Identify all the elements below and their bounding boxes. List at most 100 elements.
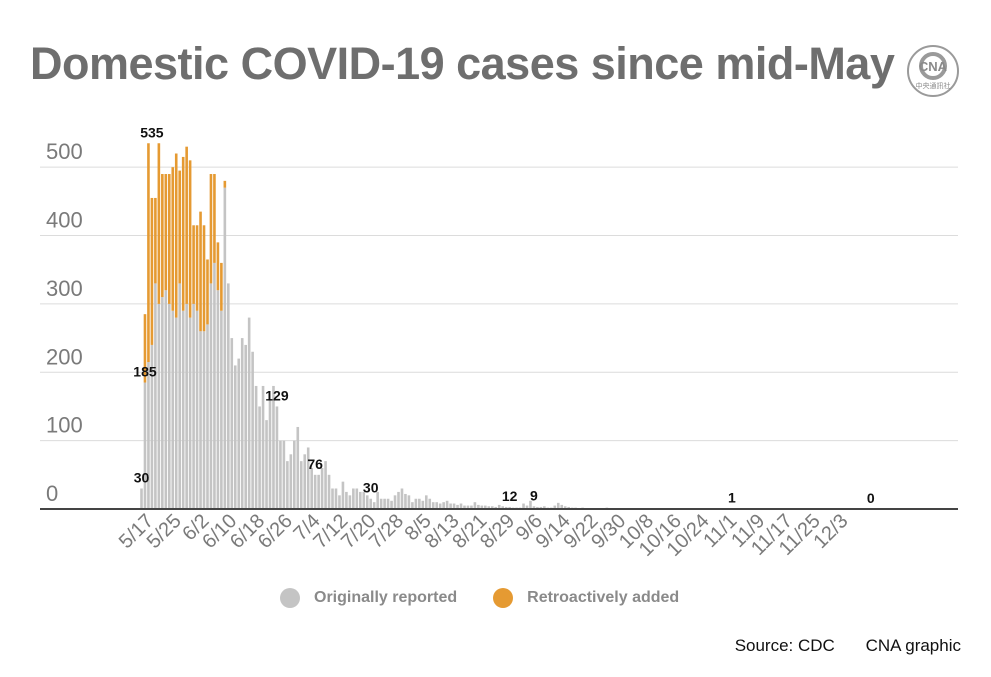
bar-original bbox=[327, 474, 331, 509]
bar-original bbox=[539, 506, 543, 509]
logo-text: CNA bbox=[919, 59, 948, 74]
bar-original bbox=[484, 505, 487, 509]
bar-original bbox=[473, 502, 477, 509]
x-tick-label: 12/3 bbox=[809, 510, 852, 553]
source-line: Source: CDC CNA graphic bbox=[735, 636, 961, 656]
y-tick-label: 400 bbox=[46, 208, 83, 233]
bar-original bbox=[404, 493, 407, 509]
bar-original bbox=[379, 498, 383, 509]
bar-original bbox=[456, 504, 459, 509]
bar-original bbox=[331, 488, 334, 509]
legend-label-original: Originally reported bbox=[314, 589, 458, 606]
bar-original bbox=[480, 505, 484, 509]
legend-swatch-original bbox=[280, 588, 300, 608]
bar-original bbox=[233, 365, 237, 509]
bar-retroactive bbox=[174, 153, 178, 318]
bar-original bbox=[355, 488, 359, 509]
bar-original bbox=[251, 351, 254, 509]
bar-original bbox=[365, 495, 369, 509]
bar-original bbox=[310, 467, 313, 509]
bar-original bbox=[477, 504, 480, 509]
bar-original bbox=[369, 498, 373, 509]
bar-original bbox=[338, 495, 341, 509]
bar-original bbox=[567, 506, 570, 509]
data-label: 185 bbox=[133, 364, 157, 380]
bar-retroactive bbox=[220, 262, 223, 311]
bar-original bbox=[522, 503, 525, 509]
bar-original bbox=[237, 358, 241, 509]
bar-original bbox=[390, 500, 393, 509]
legend-label-retroactive: Retroactively added bbox=[527, 589, 680, 606]
bar-original bbox=[167, 303, 171, 509]
bar-original bbox=[230, 338, 234, 509]
y-tick-label: 100 bbox=[46, 413, 83, 438]
bar-original bbox=[247, 317, 251, 509]
bar-original bbox=[240, 338, 244, 509]
bar-original bbox=[303, 454, 307, 509]
bar-retroactive bbox=[213, 174, 216, 263]
data-label: 535 bbox=[140, 124, 164, 140]
bar-original bbox=[171, 310, 175, 509]
bar-original bbox=[449, 503, 452, 509]
bar-retroactive bbox=[143, 314, 147, 383]
bar-original bbox=[195, 310, 199, 509]
bar-original bbox=[324, 461, 327, 509]
bar-original bbox=[362, 491, 366, 509]
source-text: Source: CDC bbox=[734, 636, 835, 655]
bar-original bbox=[490, 506, 494, 509]
bar-original bbox=[452, 503, 456, 509]
bar-original bbox=[320, 467, 324, 509]
bar-original bbox=[508, 506, 511, 509]
bar-original bbox=[220, 310, 223, 509]
bar-retroactive bbox=[181, 156, 185, 311]
bar-original bbox=[275, 406, 279, 509]
bar-original bbox=[372, 502, 376, 509]
bar-original bbox=[466, 505, 470, 509]
data-label: 129 bbox=[265, 387, 289, 403]
y-axis-ticks: 0 100 200 300 400 500 bbox=[46, 139, 83, 506]
bar-original bbox=[424, 495, 428, 509]
bar-original bbox=[463, 505, 466, 509]
x-axis-ticks: 5/175/256/26/106/186/267/47/127/207/288/… bbox=[115, 510, 853, 561]
bar-original bbox=[279, 440, 282, 509]
bar-original bbox=[543, 506, 546, 509]
bar-original bbox=[192, 303, 195, 509]
bar-original bbox=[188, 317, 192, 509]
bar-original bbox=[317, 474, 320, 509]
legend-swatch-retroactive bbox=[493, 588, 514, 608]
legend-item-original[interactable]: Originally reported bbox=[280, 588, 457, 608]
bar-original bbox=[157, 303, 161, 509]
bar-original bbox=[265, 420, 268, 509]
bar-original bbox=[563, 506, 567, 509]
bar-retroactive bbox=[185, 146, 188, 304]
bar-original bbox=[358, 491, 362, 509]
bar-original bbox=[345, 491, 348, 509]
bar-original bbox=[553, 505, 557, 509]
bar-original bbox=[254, 385, 258, 509]
bar-original bbox=[352, 488, 355, 509]
bar-original bbox=[150, 344, 154, 509]
bar-original bbox=[431, 502, 435, 509]
bar-original bbox=[206, 324, 209, 509]
bar-original bbox=[261, 385, 265, 509]
bar-original bbox=[529, 500, 532, 509]
bar-retroactive bbox=[167, 174, 171, 304]
bar-original bbox=[348, 495, 352, 509]
bar-original bbox=[459, 503, 463, 509]
bar-original bbox=[293, 440, 296, 509]
chart-title: Domestic COVID-19 cases since mid-May bbox=[30, 38, 895, 89]
bar-original bbox=[341, 481, 345, 509]
bar-original bbox=[299, 461, 303, 509]
bar-original bbox=[216, 290, 220, 509]
bar-original bbox=[411, 502, 414, 509]
bar-retroactive bbox=[150, 197, 154, 345]
legend-item-retroactive[interactable]: Retroactively added bbox=[493, 588, 679, 608]
bar-original bbox=[258, 406, 261, 509]
bar-retroactive bbox=[199, 211, 202, 332]
bar-original bbox=[181, 310, 185, 509]
bar-original bbox=[442, 502, 445, 509]
bar-retroactive bbox=[157, 143, 161, 304]
bar-original bbox=[268, 399, 272, 509]
